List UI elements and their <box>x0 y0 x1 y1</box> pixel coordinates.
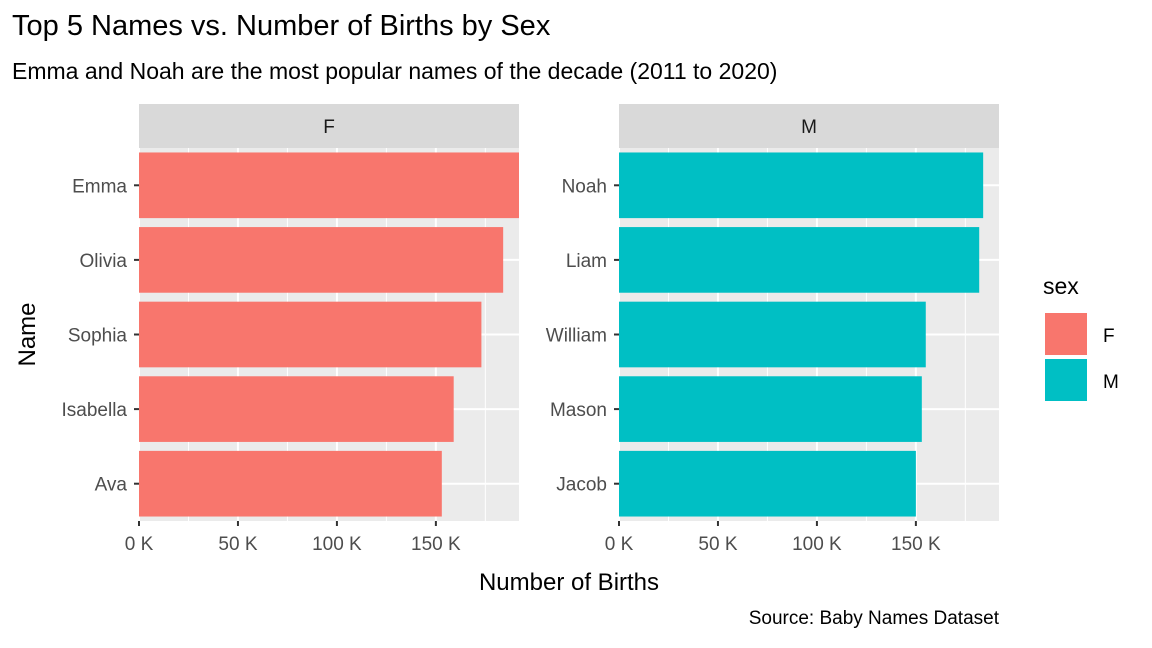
legend-label-m: M <box>1103 372 1119 393</box>
bar-mason <box>619 376 922 442</box>
chart-caption: Source: Baby Names Dataset <box>748 608 999 629</box>
bar-isabella <box>139 376 454 442</box>
x-tick-label: 100 K <box>792 534 842 555</box>
x-tick-label: 100 K <box>312 534 362 555</box>
x-tick-label: 50 K <box>698 534 737 555</box>
y-tick-label: Olivia <box>79 251 127 272</box>
bar-liam <box>619 227 980 293</box>
x-axis-title: Number of Births <box>479 569 659 596</box>
bar-jacob <box>619 450 916 517</box>
facet-strip-m <box>619 104 999 148</box>
bar-ava <box>139 450 442 517</box>
x-tick-label: 0 K <box>605 534 634 555</box>
y-axis-title: Name <box>14 302 41 366</box>
y-tick-label: Isabella <box>62 400 128 421</box>
legend-title: sex <box>1043 273 1079 299</box>
bar-sophia <box>139 301 482 368</box>
chart-title: Top 5 Names vs. Number of Births by Sex <box>12 10 551 42</box>
x-tick-label: 50 K <box>218 534 257 555</box>
x-tick-label: 150 K <box>891 534 941 555</box>
facet-strip-f <box>139 104 519 148</box>
legend-key-m <box>1045 359 1087 401</box>
bar-olivia <box>139 227 504 293</box>
bar-noah <box>619 152 984 219</box>
facet-strip-label-f: F <box>323 117 335 138</box>
y-tick-label: Sophia <box>68 326 128 347</box>
y-tick-label: Jacob <box>556 475 607 496</box>
y-tick-label: Emma <box>72 176 127 197</box>
y-tick-label: Mason <box>550 400 607 421</box>
y-tick-label: Ava <box>95 475 128 496</box>
legend-label-f: F <box>1103 326 1115 347</box>
y-tick-label: Liam <box>566 251 607 272</box>
x-tick-label: 0 K <box>125 534 154 555</box>
x-tick-label: 150 K <box>411 534 461 555</box>
bar-emma <box>139 152 519 219</box>
y-tick-label: William <box>546 326 607 347</box>
facet-strip-label-m: M <box>801 117 817 138</box>
bar-william <box>619 301 926 368</box>
legend-key-f <box>1045 313 1087 355</box>
chart-subtitle: Emma and Noah are the most popular names… <box>12 58 778 84</box>
y-tick-label: Noah <box>562 176 607 197</box>
